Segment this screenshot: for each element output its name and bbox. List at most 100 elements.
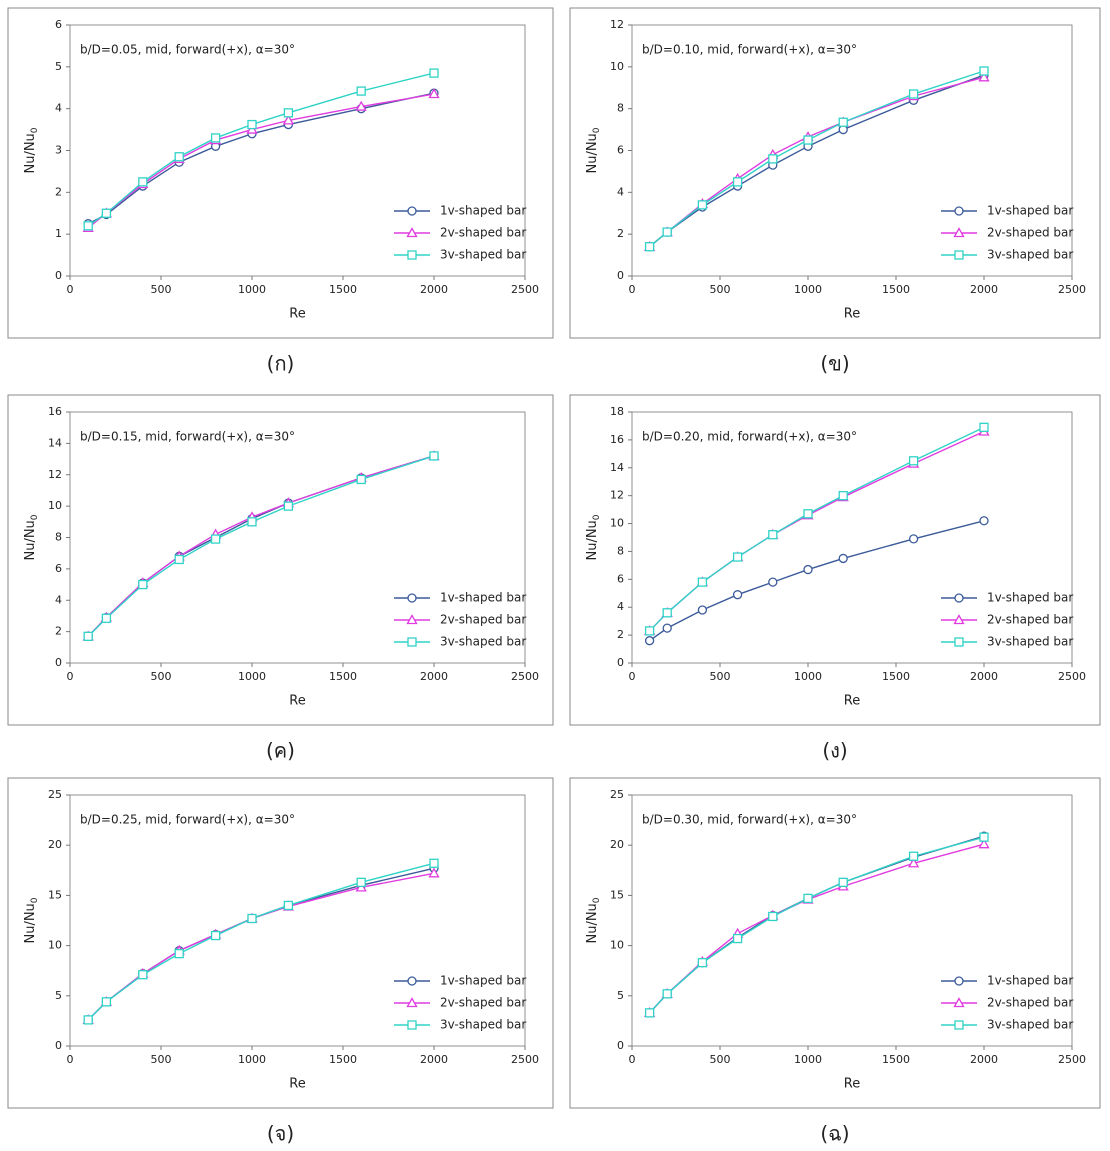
y-tick-label: 25	[610, 788, 624, 801]
x-tick-label: 500	[151, 1053, 172, 1066]
marker	[908, 456, 919, 466]
annotation: b/D=0.10, mid, forward(+x), α=30°	[642, 43, 857, 57]
marker	[174, 152, 184, 162]
legend-marker	[406, 997, 418, 1008]
y-tick-label: 10	[48, 499, 62, 512]
x-tick-label: 500	[710, 1053, 731, 1066]
y-tick-label: 15	[610, 888, 624, 901]
y-axis-label-main: Nu/Nu	[23, 903, 38, 943]
y-tick-label: 8	[617, 544, 624, 557]
caption: (จ)	[267, 1122, 294, 1146]
marker	[283, 900, 294, 911]
legend-label: 2v-shaped bar	[440, 996, 526, 1010]
marker	[697, 958, 708, 968]
x-tick-label: 1500	[882, 670, 910, 683]
x-axis-label: Re	[289, 1077, 305, 1092]
y-tick-label: 8	[617, 102, 624, 115]
x-tick-label: 2500	[1058, 283, 1086, 296]
marker	[768, 154, 778, 164]
y-tick-label: 18	[610, 405, 624, 418]
x-tick-label: 2500	[511, 1053, 539, 1066]
x-tick-label: 2000	[970, 283, 998, 296]
marker	[247, 119, 257, 130]
marker	[732, 177, 743, 187]
legend-marker	[406, 227, 418, 238]
legend-marker	[407, 206, 417, 216]
legend-label: 1v-shaped bar	[440, 974, 526, 988]
marker	[732, 552, 743, 562]
y-axis-label-sub: 0	[592, 897, 602, 903]
annotation: b/D=0.05, mid, forward(+x), α=30°	[80, 43, 295, 57]
y-tick-label: 0	[617, 656, 624, 669]
x-tick-label: 2500	[511, 670, 539, 683]
marker	[644, 626, 655, 636]
legend-label: 3v-shaped bar	[440, 248, 526, 262]
marker	[356, 877, 366, 887]
marker	[101, 997, 112, 1007]
marker	[662, 608, 672, 618]
plot-area	[631, 794, 1073, 1047]
y-axis-label-sub: 0	[30, 897, 40, 903]
marker	[283, 501, 294, 511]
marker	[732, 933, 743, 944]
marker	[838, 553, 848, 564]
plot-area	[631, 411, 1073, 664]
x-tick-label: 1500	[329, 283, 357, 296]
x-tick-label: 500	[710, 670, 731, 683]
x-tick-label: 500	[710, 283, 731, 296]
marker	[697, 577, 708, 587]
x-tick-label: 2000	[420, 1053, 448, 1066]
plot-area	[69, 794, 526, 1047]
marker	[838, 491, 848, 501]
caption: (ก)	[267, 352, 295, 376]
legend-label: 3v-shaped bar	[987, 248, 1073, 262]
x-axis-label: Re	[289, 694, 305, 709]
y-tick-label: 12	[48, 468, 62, 481]
y-tick-label: 2	[617, 227, 624, 240]
legend-label: 3v-shaped bar	[440, 1018, 526, 1032]
legend-marker	[954, 976, 964, 986]
y-tick-label: 0	[55, 1039, 62, 1052]
y-tick-label: 6	[617, 572, 624, 585]
marker	[978, 838, 990, 849]
x-tick-label: 2000	[420, 283, 448, 296]
legend-marker	[406, 614, 418, 625]
marker	[210, 930, 221, 941]
annotation: b/D=0.30, mid, forward(+x), α=30°	[642, 813, 857, 827]
x-tick-label: 0	[67, 670, 74, 683]
y-tick-label: 16	[610, 433, 624, 446]
legend-label: 1v-shaped bar	[987, 974, 1073, 988]
marker	[247, 913, 257, 924]
y-tick-label: 25	[48, 788, 62, 801]
chart-panel: 0 2 4 6 8 10 12 14 16 0 500 1000 1500 2000 2500 Re Nu/Nu…	[7, 394, 554, 763]
caption: (ง)	[822, 739, 847, 763]
legend-marker	[407, 976, 417, 986]
y-tick-label: 4	[617, 185, 624, 198]
y-tick-label: 20	[48, 838, 62, 851]
legend-marker	[954, 250, 964, 260]
marker	[210, 133, 221, 143]
y-axis-label-main: Nu/Nu	[585, 520, 600, 560]
y-tick-label: 3	[55, 144, 62, 157]
marker	[662, 989, 672, 999]
y-axis-label-sub: 0	[30, 127, 40, 133]
legend-label: 1v-shaped bar	[440, 204, 526, 218]
y-axis-label-main: Nu/Nu	[23, 520, 38, 560]
caption: (ค)	[266, 739, 295, 763]
marker	[429, 858, 439, 868]
marker	[101, 613, 112, 623]
chart-panel: 0 2 4 6 8 10 12 14 16 18 0 500 1000 1500 2000 2500 Re Nu/…	[569, 394, 1101, 763]
legend-label: 1v-shaped bar	[440, 591, 526, 605]
y-tick-label: 14	[610, 461, 624, 474]
y-tick-label: 0	[617, 269, 624, 282]
marker	[979, 66, 989, 76]
x-tick-label: 0	[67, 1053, 74, 1066]
marker	[644, 1008, 655, 1018]
x-axis-label: Re	[844, 1077, 860, 1092]
x-tick-label: 1500	[329, 1053, 357, 1066]
marker	[210, 534, 221, 544]
marker	[768, 911, 778, 922]
x-axis-label: Re	[844, 694, 860, 709]
